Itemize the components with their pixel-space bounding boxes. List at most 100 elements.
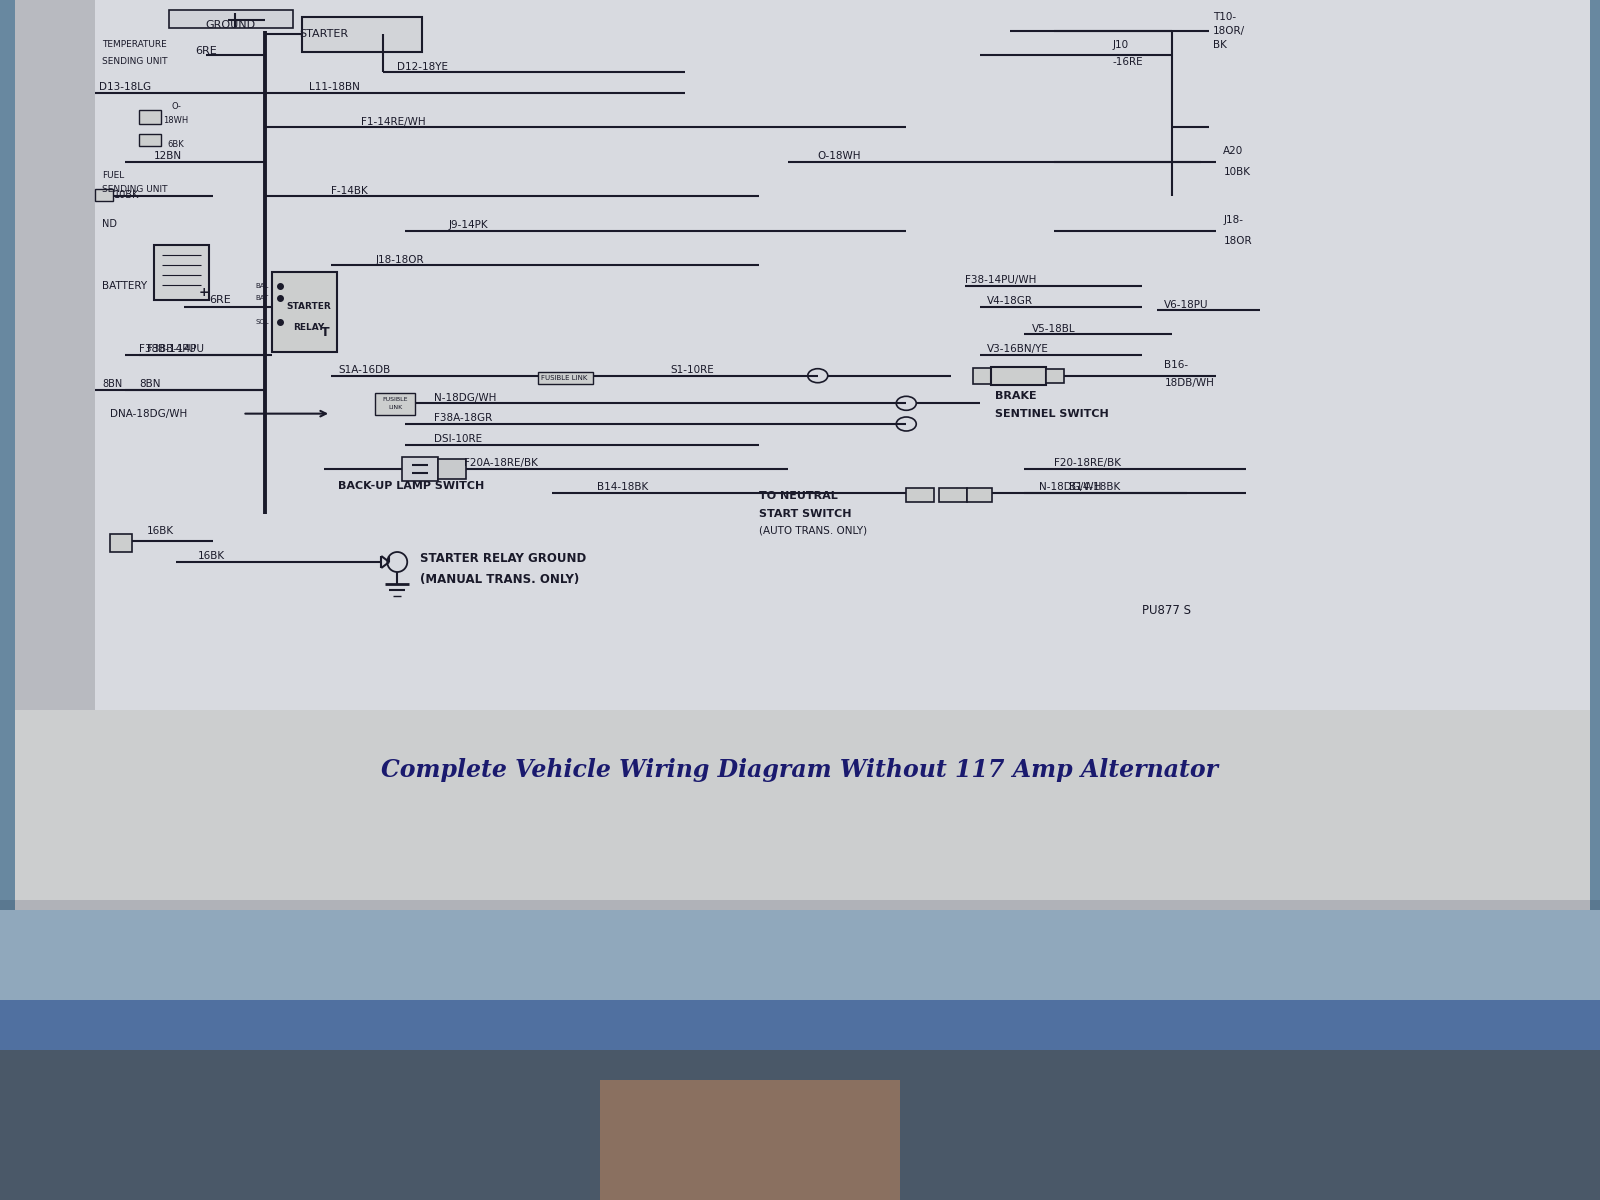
Bar — [939, 488, 968, 502]
Text: 18DB/WH: 18DB/WH — [1165, 378, 1214, 388]
Text: O-18WH: O-18WH — [818, 151, 861, 161]
Text: B16-: B16- — [1165, 360, 1189, 371]
Text: N-18DG/WH: N-18DG/WH — [1038, 482, 1101, 492]
Text: 18WH: 18WH — [163, 116, 189, 125]
Text: BATTERY: BATTERY — [102, 281, 147, 290]
Text: LINK: LINK — [389, 406, 402, 410]
Text: FUSIBLE: FUSIBLE — [382, 397, 408, 402]
Text: V6-18PU: V6-18PU — [1165, 300, 1210, 310]
Bar — [14, 710, 1590, 910]
Bar — [0, 910, 1600, 1010]
Bar — [0, 1000, 1600, 1200]
Bar — [0, 900, 1600, 1200]
Text: V5-18BL: V5-18BL — [1032, 324, 1075, 334]
Bar — [301, 17, 421, 52]
Text: S1A-16DB: S1A-16DB — [338, 365, 390, 376]
Text: 8BN: 8BN — [102, 379, 123, 389]
Text: SENTINEL SWITCH: SENTINEL SWITCH — [995, 409, 1109, 419]
Text: V4-18GR: V4-18GR — [987, 296, 1034, 306]
Bar — [139, 134, 162, 146]
Bar — [538, 372, 592, 384]
Text: ND: ND — [102, 218, 117, 229]
Text: J10: J10 — [1112, 40, 1130, 49]
Text: TEMPERATURE: TEMPERATURE — [102, 40, 166, 49]
Bar — [110, 534, 131, 552]
Text: PU877 S: PU877 S — [1142, 604, 1192, 617]
Text: F-14BK: F-14BK — [331, 186, 368, 196]
Bar — [94, 190, 114, 202]
Text: 6RE: 6RE — [195, 47, 218, 56]
Bar — [154, 245, 210, 300]
Text: J18-18OR: J18-18OR — [376, 254, 424, 265]
Text: 10BK: 10BK — [1224, 167, 1250, 178]
Text: T: T — [320, 325, 330, 338]
Text: F38-14PU/WH: F38-14PU/WH — [965, 276, 1037, 286]
Text: O-: O- — [171, 102, 181, 112]
Text: V3-16BN/YE: V3-16BN/YE — [987, 344, 1050, 354]
Text: 18OR: 18OR — [1224, 236, 1251, 246]
Bar — [14, 900, 1590, 914]
Text: Complete Vehicle Wiring Diagram Without 117 Amp Alternator: Complete Vehicle Wiring Diagram Without … — [381, 758, 1219, 782]
Bar — [272, 272, 338, 353]
Text: BK: BK — [1213, 40, 1227, 49]
Bar — [14, 0, 94, 910]
Text: N-18DG/WH: N-18DG/WH — [434, 392, 496, 403]
Text: -16RE: -16RE — [1112, 56, 1144, 67]
Bar — [1046, 368, 1064, 383]
Text: SOL: SOL — [256, 319, 269, 325]
Text: T10-: T10- — [1213, 12, 1237, 22]
Text: BACK-UP LAMP SWITCH: BACK-UP LAMP SWITCH — [338, 481, 485, 491]
Text: STARTER: STARTER — [286, 302, 331, 311]
Text: B14-18BK: B14-18BK — [1069, 482, 1120, 492]
Text: 16BK: 16BK — [147, 526, 174, 536]
Text: FUEL: FUEL — [102, 172, 125, 180]
Text: S1-10RE: S1-10RE — [670, 365, 714, 376]
Text: D12-18YE: D12-18YE — [397, 61, 448, 72]
Text: F38B-14PU: F38B-14PU — [147, 344, 203, 354]
Text: F20-18RE/BK: F20-18RE/BK — [1054, 458, 1120, 468]
Text: F1-14RE/WH: F1-14RE/WH — [360, 116, 426, 127]
Text: 6RE: 6RE — [210, 295, 232, 305]
Bar — [376, 392, 416, 415]
Bar — [990, 367, 1046, 385]
Text: BAL: BAL — [256, 283, 269, 289]
Bar — [600, 1080, 899, 1200]
Text: F20A-18RE/BK: F20A-18RE/BK — [464, 458, 538, 468]
Text: D13-18LG: D13-18LG — [99, 83, 152, 92]
Text: TO NEUTRAL: TO NEUTRAL — [758, 492, 837, 502]
Text: BRAKE: BRAKE — [995, 391, 1037, 401]
Text: (MANUAL TRANS. ONLY): (MANUAL TRANS. ONLY) — [419, 572, 579, 586]
Bar — [973, 367, 990, 384]
Text: 18OR/: 18OR/ — [1213, 25, 1245, 36]
Bar — [0, 1050, 1600, 1200]
Bar — [906, 488, 934, 502]
Bar — [168, 10, 293, 28]
Text: J9-14PK: J9-14PK — [450, 221, 488, 230]
Text: L11-18BN: L11-18BN — [309, 83, 360, 92]
Text: F38B-14PU: F38B-14PU — [139, 344, 197, 354]
Bar — [14, 0, 1590, 910]
Text: SENDING UNIT: SENDING UNIT — [102, 185, 168, 194]
Text: START SWITCH: START SWITCH — [758, 509, 851, 518]
Text: (AUTO TRANS. ONLY): (AUTO TRANS. ONLY) — [758, 526, 867, 536]
Text: 8BN: 8BN — [139, 379, 160, 389]
Text: A20: A20 — [1224, 146, 1243, 156]
Text: 6BK: 6BK — [168, 140, 184, 149]
Text: RELAY: RELAY — [293, 323, 325, 332]
Text: STARTER RELAY GROUND: STARTER RELAY GROUND — [419, 552, 586, 565]
Text: FUSIBLE LINK: FUSIBLE LINK — [541, 376, 587, 382]
Text: 10BK: 10BK — [114, 190, 139, 200]
Bar — [968, 488, 992, 502]
Text: F38A-18GR: F38A-18GR — [434, 414, 493, 424]
Bar — [94, 0, 1590, 910]
Text: +: + — [198, 286, 210, 299]
Text: B14-18BK: B14-18BK — [597, 482, 648, 492]
Text: GROUND: GROUND — [206, 20, 256, 30]
Text: DNA-18DG/WH: DNA-18DG/WH — [110, 409, 187, 419]
Text: DSI-10RE: DSI-10RE — [434, 434, 482, 444]
Text: BAT: BAT — [256, 295, 269, 301]
Bar — [139, 110, 162, 124]
Text: SENDING UNIT: SENDING UNIT — [102, 58, 168, 66]
Text: J18-: J18- — [1224, 216, 1243, 226]
Text: 16BK: 16BK — [198, 552, 226, 562]
